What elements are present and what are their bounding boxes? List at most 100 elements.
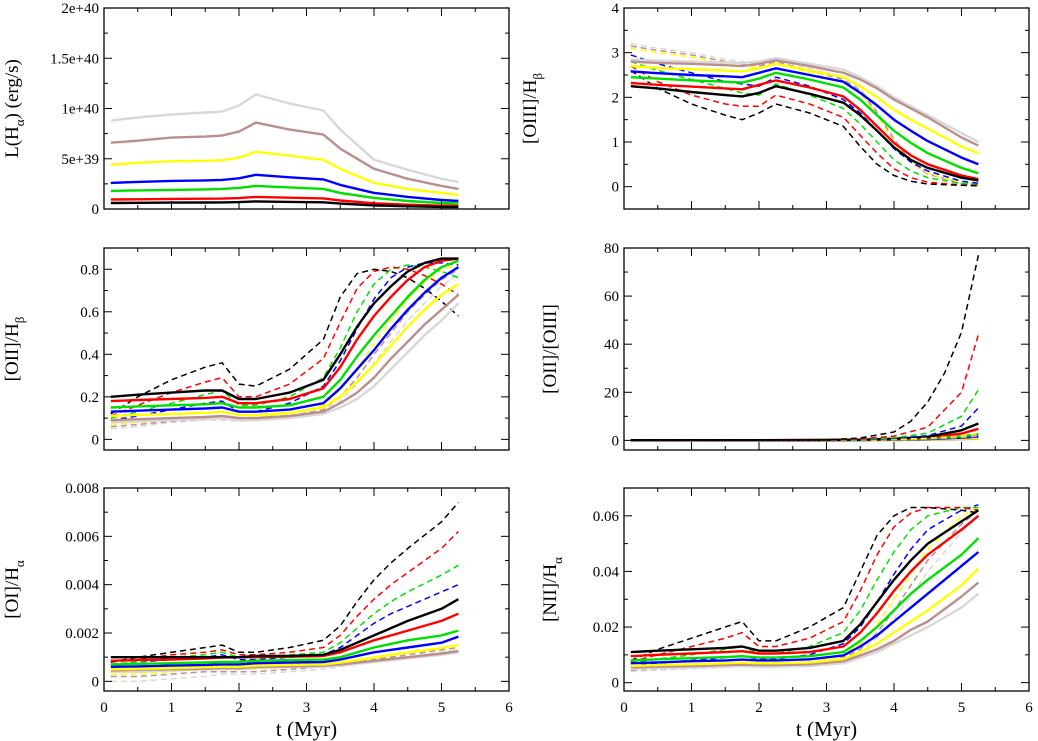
series-line-blue-dashed	[110, 584, 459, 666]
series-line-red	[110, 195, 459, 208]
y-tick-label: 1	[612, 135, 620, 151]
y-axis-label-subscript: α	[12, 119, 27, 126]
y-axis-label-main: [OII]/[OIII]	[540, 304, 561, 394]
y-tick-label: 0	[92, 432, 100, 448]
series-line-green-dashed	[630, 506, 979, 664]
series-line-blue	[630, 551, 980, 665]
series-line-red-dashed	[110, 530, 459, 663]
y-axis-label-subscript: β	[12, 316, 27, 323]
y-tick-label: 0.6	[80, 305, 99, 321]
y-tick-label: 3	[612, 46, 620, 62]
series-group	[630, 42, 979, 187]
series-line-green-dashed	[630, 389, 980, 442]
x-tick-label: 3	[303, 700, 311, 716]
series-line-gray	[110, 302, 460, 424]
y-axis-label-main: [OIII]/H	[520, 79, 541, 144]
series-line-brown	[630, 581, 980, 669]
series-line-yellow	[630, 62, 979, 155]
y-tick-label: 0.8	[80, 262, 99, 278]
y-axis-label-main: [NII]/H	[540, 564, 561, 622]
series-line-red-dashed	[110, 266, 459, 417]
x-tick-label: 2	[755, 700, 763, 716]
y-tick-label: 0.008	[65, 481, 99, 497]
series-line-gray	[110, 93, 459, 184]
y-tick-label: 1e+40	[61, 102, 99, 118]
y-tick-label: 60	[604, 289, 619, 305]
y-axis-label-subscript: β	[530, 73, 545, 80]
y-axis-label-subscript: α	[550, 557, 565, 564]
series-line-yellow	[110, 643, 459, 671]
series-line-yellow-dashed	[630, 47, 979, 186]
series-line-black	[110, 200, 459, 209]
series-group	[110, 93, 459, 209]
series-line-black	[630, 85, 979, 182]
series-line-black-dashed	[630, 69, 979, 187]
panel-p6: 0 1 2 3 4 5 6 0 0.02 0.04 0.06 [NII]/Hα t (Myr)	[540, 487, 1033, 741]
series-line-blue-dashed	[630, 503, 979, 667]
series-group	[630, 255, 980, 442]
y-axis-label: [NII]/Hα	[540, 557, 565, 622]
series-line-black	[110, 257, 459, 401]
y-tick-label: 20	[604, 385, 619, 401]
x-tick-label: 0	[100, 700, 108, 716]
y-tick-label: 0	[612, 676, 620, 692]
x-tick-label: 2	[235, 700, 243, 716]
series-line-red	[630, 514, 980, 658]
y-tick-label: 0.004	[65, 578, 99, 594]
series-line-blue	[110, 635, 459, 668]
series-line-yellow	[110, 283, 460, 418]
y-axis-label-main: [OII]/H	[2, 323, 23, 381]
series-line-red-dashed	[630, 506, 979, 663]
x-tick-label: 5	[958, 700, 966, 716]
x-tick-label: 4	[370, 700, 378, 716]
x-tick-label: 1	[168, 700, 176, 716]
y-tick-label: 1.5e+40	[50, 51, 99, 67]
series-line-green	[630, 71, 979, 175]
series-line-brown	[110, 121, 459, 191]
y-tick-label: 5e+39	[61, 152, 99, 168]
x-tick-label: 1	[688, 700, 696, 716]
series-line-blue	[630, 67, 979, 166]
series-line-black-dashed	[630, 255, 980, 441]
series-line-brown	[110, 649, 459, 672]
series-line-yellow	[110, 150, 459, 197]
series-line-gray-dashed	[630, 515, 979, 673]
x-tick-label: 5	[438, 700, 446, 716]
y-tick-label: 0	[612, 180, 620, 196]
series-line-gray	[630, 592, 980, 670]
series-line-green-dashed	[630, 60, 979, 186]
y-tick-label: 0	[92, 202, 100, 218]
series-line-yellow	[630, 567, 980, 668]
x-axis-label: t (Myr)	[796, 717, 857, 741]
y-tick-label: 0.2	[80, 390, 99, 406]
y-tick-label: 0.006	[65, 529, 99, 545]
x-axis-label: t (Myr)	[276, 717, 337, 741]
series-group	[110, 502, 459, 683]
series-line-brown	[110, 293, 460, 422]
y-tick-label: 80	[604, 241, 619, 257]
x-tick-label: 6	[505, 700, 513, 716]
x-tick-label: 3	[823, 700, 831, 716]
y-axis-label-main: L(H	[2, 126, 23, 158]
y-tick-label: 0.002	[65, 626, 99, 642]
y-axis-label-subscript: α	[12, 560, 27, 567]
series-line-black-dashed	[110, 268, 459, 415]
y-tick-label: 0	[92, 674, 100, 690]
series-line-black	[630, 509, 980, 654]
series-line-brown-dashed	[110, 646, 459, 678]
y-axis-label: L(Hα) (erg/s)	[2, 59, 27, 158]
y-tick-label: 0.06	[593, 509, 620, 525]
y-tick-label: 0.4	[80, 347, 99, 363]
series-group	[110, 257, 460, 430]
series-line-brown	[630, 59, 979, 147]
y-axis-label: [OI]/Hα	[2, 560, 27, 619]
panel-p5: 0 1 2 3 4 5 6 0 0.002 0.004 0.006 0.008 [OI]/Hα t (My…	[2, 481, 513, 741]
x-tick-label: 0	[620, 700, 628, 716]
series-line-green	[110, 259, 459, 409]
panel-p1: 0 5e+39 1e+40 1.5e+40 2e+40 L(Hα) (erg/s)	[2, 1, 510, 218]
y-axis-label-tail: ) (erg/s)	[2, 59, 23, 119]
y-tick-label: 0.02	[593, 620, 619, 636]
y-axis-label: [OII]/Hβ	[2, 316, 27, 381]
series-line-green	[630, 537, 980, 662]
